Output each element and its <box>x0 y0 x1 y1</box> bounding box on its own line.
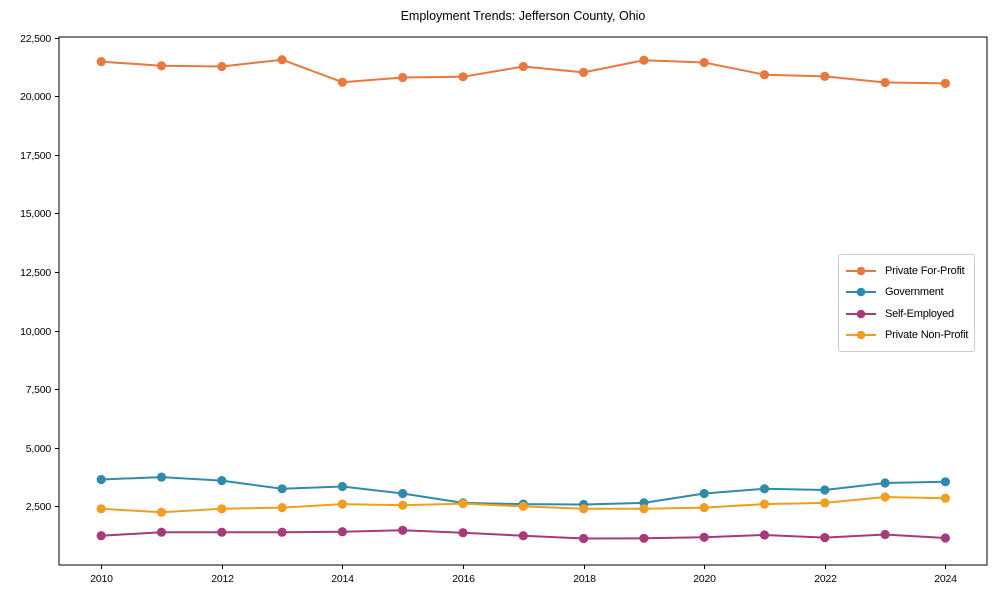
legend-label-government: Government <box>885 286 944 299</box>
data-point-private-for-profit <box>639 55 649 65</box>
y-axis-tick-label: 20,000 <box>20 91 51 103</box>
data-point-private-non-profit <box>820 498 830 508</box>
x-axis-tick-label: 2020 <box>693 573 716 585</box>
legend-item-private-for-profit: Private For-Profit <box>845 260 966 282</box>
data-point-government <box>337 481 347 492</box>
plot-frame <box>58 36 988 566</box>
data-point-self-employed <box>579 533 589 544</box>
legend-marker-government <box>846 287 876 297</box>
x-axis-tick-label: 2014 <box>331 573 354 585</box>
data-point-private-for-profit <box>820 71 830 81</box>
chart-title: Employment Trends: Jefferson County, Ohi… <box>400 9 646 23</box>
data-point-private-for-profit <box>398 72 408 83</box>
data-point-government <box>699 488 709 499</box>
data-point-private-non-profit <box>217 504 227 514</box>
y-axis-tick-label: 22,500 <box>20 33 51 45</box>
legend-marker-private-non-profit <box>846 330 876 340</box>
data-point-private-for-profit <box>579 67 589 77</box>
data-point-private-for-profit <box>337 77 347 87</box>
data-point-private-non-profit <box>458 499 468 509</box>
y-axis-tick-label: 10,000 <box>20 326 51 338</box>
data-point-private-for-profit <box>96 57 106 67</box>
data-point-government <box>880 478 890 488</box>
x-axis-tick-label: 2016 <box>452 573 475 585</box>
data-point-government <box>96 474 106 485</box>
legend-label-private-for-profit: Private For-Profit <box>885 264 965 277</box>
legend-marker-self-employed <box>846 309 876 319</box>
data-point-private-non-profit <box>639 504 649 514</box>
y-axis-tick-label: 15,000 <box>20 208 51 220</box>
data-point-self-employed <box>458 528 468 538</box>
data-point-private-for-profit <box>940 78 951 88</box>
legend-marker-private-for-profit <box>846 266 876 276</box>
data-point-self-employed <box>639 533 649 543</box>
data-point-self-employed <box>96 531 106 541</box>
data-point-government <box>277 484 287 494</box>
data-point-private-for-profit <box>156 61 167 71</box>
legend-item-self-employed: Self-Employed <box>845 303 966 325</box>
data-point-private-for-profit <box>217 61 227 72</box>
data-point-private-non-profit <box>398 500 408 510</box>
data-point-private-non-profit <box>699 503 709 513</box>
data-point-self-employed <box>880 529 890 540</box>
y-axis-tick-label: 7,500 <box>26 384 52 396</box>
data-point-private-non-profit <box>96 504 106 514</box>
data-point-self-employed <box>337 527 347 537</box>
data-point-private-for-profit <box>699 57 709 68</box>
data-point-self-employed <box>699 532 709 542</box>
data-point-private-non-profit <box>518 501 528 511</box>
data-point-self-employed <box>518 531 528 541</box>
y-axis-tick-label: 2,500 <box>26 501 52 513</box>
x-axis-tick-label: 2018 <box>573 573 596 585</box>
data-point-government <box>156 472 167 482</box>
data-point-private-non-profit <box>880 492 890 502</box>
data-point-government <box>759 484 770 494</box>
y-axis-tick-label: 5,000 <box>26 443 52 455</box>
data-point-private-non-profit <box>940 493 951 503</box>
x-axis-tick-label: 2022 <box>814 573 837 585</box>
y-axis-tick-label: 12,500 <box>20 267 51 279</box>
data-point-private-non-profit <box>156 507 167 517</box>
legend-box: Private For-Profit Government Self-Employe… <box>838 254 975 352</box>
data-point-government <box>217 476 227 486</box>
data-point-self-employed <box>759 530 770 540</box>
data-point-self-employed <box>277 527 287 537</box>
y-axis-tick-label: 17,500 <box>20 150 51 162</box>
data-point-government <box>940 477 951 487</box>
data-point-self-employed <box>820 533 830 543</box>
data-point-self-employed <box>940 533 951 543</box>
data-point-self-employed <box>217 527 227 537</box>
legend-item-government: Government <box>845 282 966 304</box>
data-point-private-non-profit <box>579 504 589 514</box>
legend-label-self-employed: Self-Employed <box>885 307 954 320</box>
data-point-private-non-profit <box>277 503 287 513</box>
legend-item-private-non-profit: Private Non-Profit <box>845 325 969 347</box>
data-point-government <box>820 485 830 495</box>
data-point-private-non-profit <box>759 499 770 509</box>
data-point-private-for-profit <box>518 61 528 72</box>
x-axis-tick-label: 2024 <box>934 573 957 585</box>
data-point-private-for-profit <box>277 55 287 65</box>
data-point-private-for-profit <box>759 70 770 80</box>
data-point-private-for-profit <box>880 77 890 88</box>
x-axis-tick-label: 2010 <box>90 573 113 585</box>
x-axis-tick-label: 2012 <box>211 573 234 585</box>
data-point-private-non-profit <box>337 499 347 509</box>
data-point-private-for-profit <box>458 72 468 82</box>
legend-label-private-non-profit: Private Non-Profit <box>885 329 969 342</box>
data-point-self-employed <box>398 525 408 535</box>
data-point-government <box>398 488 408 499</box>
data-point-self-employed <box>156 527 167 537</box>
